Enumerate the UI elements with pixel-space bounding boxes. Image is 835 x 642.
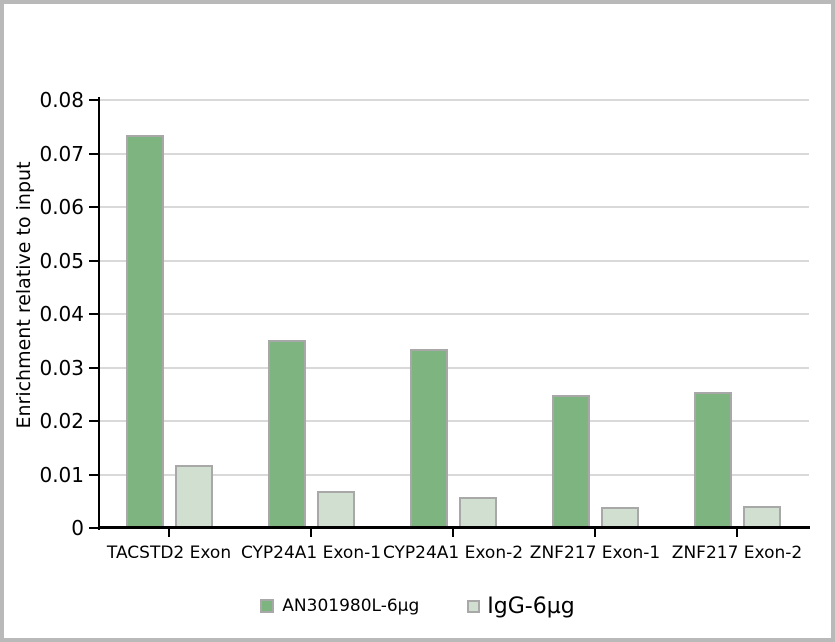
y-tick	[89, 313, 98, 315]
bar	[409, 348, 448, 528]
y-tick-label: 0.01	[39, 462, 84, 487]
bar	[742, 506, 781, 528]
y-tick	[89, 152, 98, 155]
gridline	[100, 152, 809, 155]
y-tick	[89, 527, 98, 529]
y-axis-line	[98, 97, 100, 530]
legend-swatch-series2	[467, 599, 481, 613]
gridline	[100, 99, 809, 101]
bar	[600, 507, 639, 528]
y-tick-label: 0.07	[39, 141, 84, 166]
bar	[693, 391, 732, 528]
legend: AN301980L-6µg IgG-6µg	[0, 588, 835, 624]
bar	[267, 339, 306, 528]
legend-item: IgG-6µg	[467, 593, 575, 619]
y-tick	[89, 366, 98, 369]
gridline	[100, 313, 809, 315]
y-tick-label: 0.05	[39, 248, 84, 273]
legend-item: AN301980L-6µg	[260, 596, 419, 616]
x-tick-label: ZNF217 Exon-2	[671, 543, 803, 563]
x-tick	[452, 529, 454, 537]
gridline	[100, 473, 809, 476]
x-tick-label: CYP24A1 Exon-2	[382, 543, 524, 563]
x-tick-label: TACSTD2 Exon	[106, 543, 232, 563]
x-tick	[168, 529, 170, 537]
bar	[174, 465, 213, 528]
bar	[458, 496, 497, 528]
bar	[316, 490, 355, 528]
y-tick-label: 0.08	[39, 88, 84, 112]
x-tick	[310, 529, 312, 537]
legend-swatch-series1	[260, 599, 275, 613]
y-tick	[89, 473, 98, 476]
x-axis-line	[98, 526, 810, 529]
x-tick-label: ZNF217 Exon-1	[529, 543, 661, 563]
bar	[551, 395, 590, 528]
y-tick-label: 0	[71, 516, 84, 540]
x-tick	[594, 529, 596, 537]
x-tick	[736, 529, 738, 537]
y-tick	[89, 420, 98, 422]
x-tick-label: CYP24A1 Exon-1	[240, 543, 382, 563]
y-tick-label: 0.03	[39, 355, 84, 380]
legend-label: IgG-6µg	[487, 593, 575, 619]
legend-label: AN301980L-6µg	[282, 596, 420, 616]
y-tick-label: 0.06	[39, 195, 84, 219]
gridline	[100, 366, 809, 369]
gridline	[100, 259, 809, 262]
y-tick-label: 0.04	[39, 302, 84, 326]
y-tick	[89, 99, 98, 101]
gridline	[100, 206, 809, 208]
y-tick	[89, 206, 98, 208]
gridline	[100, 420, 809, 422]
y-tick-label: 0.02	[39, 409, 84, 433]
y-tick	[89, 259, 98, 262]
bar	[125, 134, 164, 528]
